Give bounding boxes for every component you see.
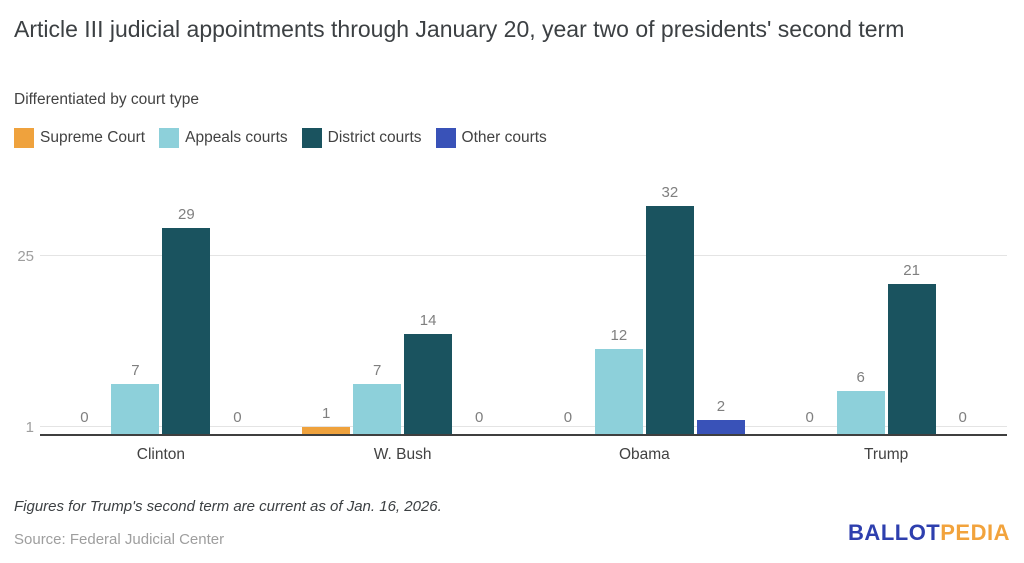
legend-swatch-appeals-courts (159, 128, 180, 148)
bar-chart: 1 25 0 7 29 0 1 7 14 0 0 12 32 2 0 6 21 0 Clinton W. Bush O… (0, 168, 1024, 464)
gridline-25 (40, 255, 1007, 256)
legend: Supreme Court Appeals courts District cour… (14, 128, 547, 148)
bar-groups: 0 7 29 0 1 7 14 0 0 12 32 2 0 6 21 0 (40, 168, 1007, 434)
bar-slot-obama-appeals-courts: 12 (594, 327, 643, 434)
bar-slot-clinton-appeals-courts: 7 (111, 362, 160, 434)
bar-group-trump: 0 6 21 0 (786, 168, 987, 434)
x-axis-label-w-bush: W. Bush (373, 446, 432, 463)
value-label: 7 (372, 362, 382, 379)
legend-label: Appeals courts (185, 129, 288, 146)
value-label: 32 (661, 184, 679, 201)
legend-item-district-courts[interactable]: District courts (301, 128, 422, 148)
x-axis-label-clinton: Clinton (136, 446, 185, 463)
ballotpedia-logo[interactable]: BALLOTPEDIA (848, 520, 1010, 546)
legend-item-other-courts[interactable]: Other courts (435, 128, 547, 148)
bar-obama-district-courts[interactable] (645, 206, 694, 434)
bar-slot-w-bush-appeals-courts: 7 (353, 362, 402, 434)
bar-slot-clinton-supreme-court: 0 (60, 409, 108, 434)
plot-area: 1 25 0 7 29 0 1 7 14 0 0 12 32 2 0 6 21 0 (17, 168, 1007, 436)
value-label: 0 (474, 409, 484, 426)
value-label: 0 (233, 409, 242, 426)
bar-slot-obama-supreme-court: 0 (544, 409, 592, 434)
bar-slot-obama-other-courts: 2 (696, 398, 745, 434)
bar-group-w-bush: 1 7 14 0 (302, 168, 503, 434)
value-label: 29 (178, 206, 195, 223)
bar-slot-trump-supreme-court: 0 (786, 409, 834, 434)
legend-item-appeals-courts[interactable]: Appeals courts (159, 128, 288, 148)
value-label: 12 (610, 327, 628, 344)
logo-text-pedia: PEDIA (940, 520, 1010, 545)
legend-label: Supreme Court (40, 129, 146, 146)
legend-item-supreme-court[interactable]: Supreme Court (14, 128, 145, 148)
bar-w-bush-supreme-court[interactable] (302, 427, 351, 434)
legend-swatch-district-courts (301, 128, 322, 148)
bar-obama-appeals-courts[interactable] (594, 349, 643, 434)
bar-slot-clinton-district-courts: 29 (162, 206, 211, 434)
value-label: 0 (563, 409, 573, 426)
bar-slot-trump-other-courts: 0 (939, 409, 987, 434)
value-label: 0 (958, 409, 967, 426)
legend-label: Other courts (461, 129, 547, 146)
bar-slot-w-bush-district-courts: 14 (404, 312, 453, 434)
legend-label: District courts (327, 129, 422, 146)
bar-slot-obama-district-courts: 32 (645, 184, 694, 434)
value-label: 1 (321, 405, 331, 422)
gridline-1 (40, 426, 1007, 427)
footnote: Figures for Trump's second term are curr… (14, 498, 442, 515)
x-axis-label-obama: Obama (618, 446, 670, 463)
bar-slot-w-bush-supreme-court: 1 (302, 405, 351, 434)
bar-w-bush-appeals-courts[interactable] (353, 384, 402, 434)
value-label: 7 (131, 362, 140, 379)
y-axis-tick-25: 25 (17, 248, 34, 265)
bar-w-bush-district-courts[interactable] (404, 334, 453, 434)
legend-swatch-supreme-court (14, 128, 34, 148)
bar-trump-district-courts[interactable] (887, 284, 936, 434)
value-label: 0 (805, 409, 814, 426)
bar-obama-other-courts[interactable] (696, 420, 745, 434)
chart-subtitle: Differentiated by court type (14, 91, 199, 108)
bar-trump-appeals-courts[interactable] (836, 391, 885, 434)
bar-slot-trump-appeals-courts: 6 (836, 369, 885, 434)
bar-group-obama: 0 12 32 2 (544, 168, 745, 434)
value-label: 0 (80, 409, 89, 426)
bar-clinton-district-courts[interactable] (162, 228, 211, 434)
value-label: 2 (716, 398, 726, 415)
value-label: 14 (419, 312, 437, 329)
bar-slot-trump-district-courts: 21 (887, 262, 936, 434)
value-label: 21 (903, 262, 920, 279)
value-label: 6 (856, 369, 865, 386)
legend-swatch-other-courts (435, 128, 456, 148)
chart-title: Article III judicial appointments throug… (14, 16, 905, 42)
y-axis-tick-1: 1 (25, 419, 34, 436)
x-axis-labels: Clinton W. Bush Obama Trump (40, 446, 1007, 464)
source-credit: Source: Federal Judicial Center (14, 531, 225, 548)
logo-text-ballot: BALLOT (848, 520, 941, 545)
bar-group-clinton: 0 7 29 0 (60, 168, 261, 434)
bar-clinton-appeals-courts[interactable] (111, 384, 160, 434)
bar-slot-w-bush-other-courts: 0 (455, 409, 503, 434)
x-axis-label-trump: Trump (864, 446, 909, 463)
bar-slot-clinton-other-courts: 0 (213, 409, 261, 434)
